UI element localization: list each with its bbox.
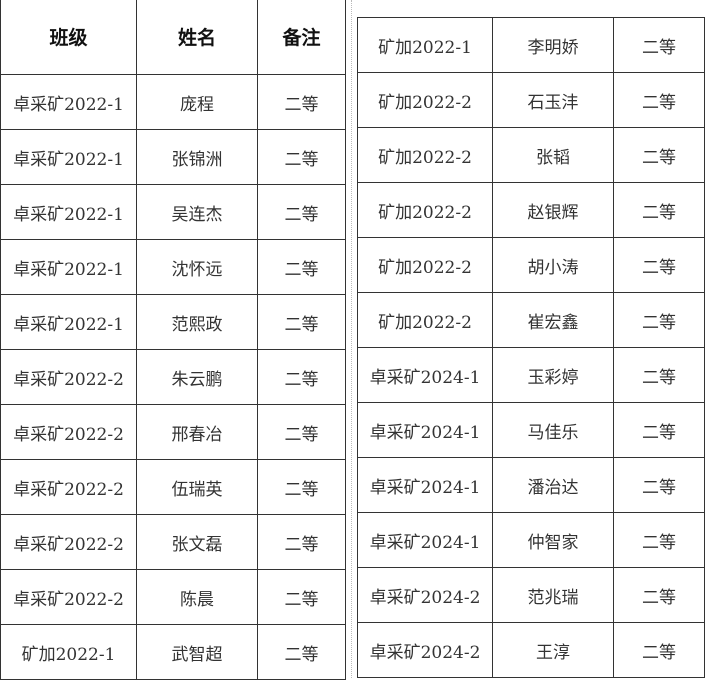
cell-remark: 二等 [613, 512, 705, 568]
cell-class: 卓采矿2024-1 [357, 457, 493, 513]
cell-name: 石玉沣 [492, 72, 614, 128]
cell-class: 卓采矿2022-1 [0, 239, 137, 295]
header-row: 班级 姓名 备注 [0, 0, 346, 75]
cell-class: 卓采矿2022-2 [0, 459, 137, 515]
table-row: 矿加2022-2 石玉沣 二等 [357, 72, 705, 128]
cell-remark: 二等 [257, 569, 346, 625]
cell-name: 李明娇 [492, 17, 614, 73]
cell-name: 胡小涛 [492, 237, 614, 293]
cell-name: 朱云鹏 [136, 349, 258, 405]
table-row: 矿加2022-2 崔宏鑫 二等 [357, 292, 705, 348]
cell-class: 卓采矿2024-1 [357, 512, 493, 568]
table-row: 卓采矿2024-1 潘治达 二等 [357, 457, 705, 513]
cell-class: 矿加2022-2 [357, 237, 493, 293]
cell-name: 陈晨 [136, 569, 258, 625]
table-row: 矿加2022-2 张韬 二等 [357, 127, 705, 183]
cell-name: 沈怀远 [136, 239, 258, 295]
award-table-right: 矿加2022-1 李明娇 二等 矿加2022-2 石玉沣 二等 矿加2022-2 张韬 二等 矿加… [357, 17, 705, 678]
table-row: 卓采矿2022-1 沈怀远 二等 [0, 239, 346, 295]
table-row: 卓采矿2022-1 吴连杰 二等 [0, 184, 346, 240]
cell-name: 范熙政 [136, 294, 258, 350]
cell-remark: 二等 [613, 17, 705, 73]
table-row: 卓采矿2022-1 范熙政 二等 [0, 294, 346, 350]
cell-class: 卓采矿2024-1 [357, 347, 493, 403]
cell-class: 卓采矿2022-2 [0, 349, 137, 405]
cell-class: 卓采矿2022-2 [0, 514, 137, 570]
cell-remark: 二等 [613, 457, 705, 513]
table-row: 卓采矿2022-2 朱云鹏 二等 [0, 349, 346, 405]
table-row: 卓采矿2022-1 张锦洲 二等 [0, 129, 346, 185]
cell-name: 马佳乐 [492, 402, 614, 458]
cell-name: 张锦洲 [136, 129, 258, 185]
cell-remark: 二等 [613, 622, 705, 678]
cell-remark: 二等 [613, 182, 705, 238]
table-row: 卓采矿2024-1 玉彩婷 二等 [357, 347, 705, 403]
table-row: 卓采矿2024-2 王淳 二等 [357, 622, 705, 678]
cell-class: 矿加2022-2 [357, 127, 493, 183]
cell-name: 伍瑞英 [136, 459, 258, 515]
cell-class: 矿加2022-1 [357, 17, 493, 73]
cell-name: 崔宏鑫 [492, 292, 614, 348]
cell-remark: 二等 [257, 459, 346, 515]
cell-name: 玉彩婷 [492, 347, 614, 403]
cell-remark: 二等 [257, 349, 346, 405]
cell-remark: 二等 [613, 567, 705, 623]
award-table-left: 班级 姓名 备注 卓采矿2022-1 庞程 二等 卓采矿2022-1 张锦洲 二等 卓采矿2… [0, 0, 346, 680]
page-separator [351, 0, 352, 678]
cell-class: 卓采矿2024-2 [357, 567, 493, 623]
cell-remark: 二等 [613, 237, 705, 293]
cell-remark: 二等 [613, 127, 705, 183]
cell-name: 王淳 [492, 622, 614, 678]
header-name: 姓名 [136, 0, 258, 75]
table-row: 卓采矿2022-1 庞程 二等 [0, 74, 346, 130]
cell-class: 卓采矿2024-2 [357, 622, 493, 678]
cell-name: 庞程 [136, 74, 258, 130]
cell-name: 范兆瑞 [492, 567, 614, 623]
cell-remark: 二等 [613, 72, 705, 128]
cell-class: 矿加2022-2 [357, 182, 493, 238]
cell-remark: 二等 [257, 74, 346, 130]
cell-class: 矿加2022-2 [357, 292, 493, 348]
cell-class: 矿加2022-2 [357, 72, 493, 128]
table-row: 卓采矿2022-2 张文磊 二等 [0, 514, 346, 570]
cell-remark: 二等 [257, 184, 346, 240]
cell-name: 邢春冶 [136, 404, 258, 460]
table-row: 卓采矿2024-1 马佳乐 二等 [357, 402, 705, 458]
cell-remark: 二等 [613, 292, 705, 348]
table-row: 矿加2022-1 武智超 二等 [0, 624, 346, 680]
table-row: 卓采矿2022-2 邢春冶 二等 [0, 404, 346, 460]
cell-remark: 二等 [257, 294, 346, 350]
cell-name: 吴连杰 [136, 184, 258, 240]
table-row: 矿加2022-2 赵银辉 二等 [357, 182, 705, 238]
table-row: 卓采矿2022-2 陈晨 二等 [0, 569, 346, 625]
cell-remark: 二等 [613, 402, 705, 458]
header-remark: 备注 [257, 0, 346, 75]
cell-remark: 二等 [257, 624, 346, 680]
cell-name: 张文磊 [136, 514, 258, 570]
cell-remark: 二等 [257, 239, 346, 295]
header-class: 班级 [0, 0, 137, 75]
cell-name: 潘治达 [492, 457, 614, 513]
table-row: 矿加2022-2 胡小涛 二等 [357, 237, 705, 293]
cell-name: 仲智家 [492, 512, 614, 568]
cell-remark: 二等 [257, 514, 346, 570]
table-row: 矿加2022-1 李明娇 二等 [357, 17, 705, 73]
table-row: 卓采矿2024-1 仲智家 二等 [357, 512, 705, 568]
cell-remark: 二等 [257, 404, 346, 460]
table-row: 卓采矿2022-2 伍瑞英 二等 [0, 459, 346, 515]
cell-class: 卓采矿2022-1 [0, 129, 137, 185]
cell-class: 卓采矿2022-1 [0, 294, 137, 350]
cell-class: 卓采矿2022-1 [0, 74, 137, 130]
cell-class: 矿加2022-1 [0, 624, 137, 680]
cell-name: 武智超 [136, 624, 258, 680]
cell-remark: 二等 [257, 129, 346, 185]
cell-name: 张韬 [492, 127, 614, 183]
cell-class: 卓采矿2024-1 [357, 402, 493, 458]
cell-remark: 二等 [613, 347, 705, 403]
cell-name: 赵银辉 [492, 182, 614, 238]
cell-class: 卓采矿2022-1 [0, 184, 137, 240]
cell-class: 卓采矿2022-2 [0, 569, 137, 625]
cell-class: 卓采矿2022-2 [0, 404, 137, 460]
table-row: 卓采矿2024-2 范兆瑞 二等 [357, 567, 705, 623]
